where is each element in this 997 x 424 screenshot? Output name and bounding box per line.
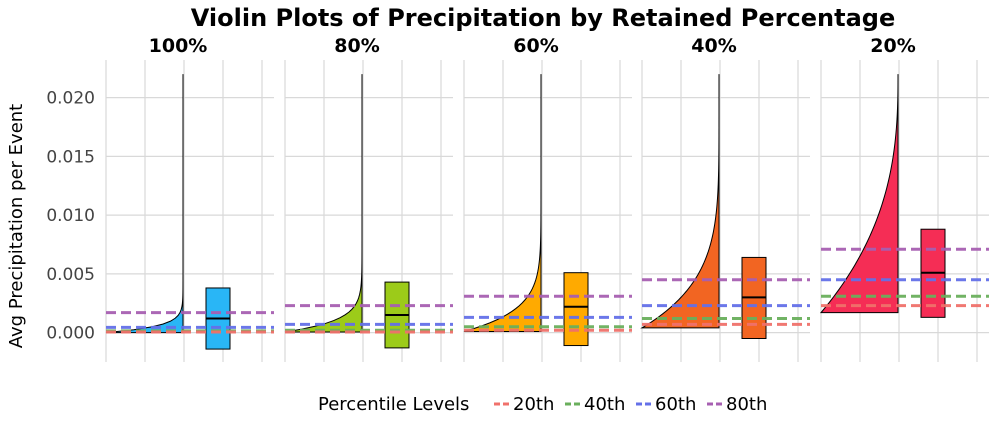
chart-title: Violin Plots of Precipitation by Retaine… [191, 4, 895, 32]
violin-shape [284, 74, 363, 333]
violin-shape [640, 74, 720, 329]
facet-panels: 100% 80% 60% 40% 20% [105, 35, 989, 362]
legend-label-60th: 60th [655, 394, 696, 415]
y-tick-label: 0.010 [46, 206, 95, 226]
y-tick-label: 0.020 [46, 89, 95, 109]
y-tick-label: 0.000 [46, 324, 95, 344]
panel-label: 60% [513, 35, 558, 57]
y-tick-label: 0.005 [46, 265, 95, 285]
legend-label-40th: 40th [584, 394, 625, 415]
y-tick-labels: 0.000 0.005 0.010 0.015 0.020 [46, 89, 95, 344]
panel-label: 100% [149, 35, 208, 57]
panel-label: 80% [334, 35, 379, 57]
legend-label-80th: 80th [726, 394, 767, 415]
legend: Percentile Levels 20th 40th 60th 80th [318, 394, 767, 415]
panel-100pct: 100% [105, 35, 274, 362]
violin-shape [819, 74, 899, 314]
legend-title: Percentile Levels [318, 394, 469, 415]
panel-label: 40% [691, 35, 736, 57]
panel-label: 20% [870, 35, 915, 57]
panel-60pct: 60% [463, 35, 632, 362]
panel-40pct: 40% [640, 35, 810, 362]
panel-20pct: 20% [819, 35, 989, 362]
legend-label-20th: 20th [513, 394, 554, 415]
violin-shape [105, 74, 184, 334]
violin-shape [463, 74, 542, 332]
panel-80pct: 80% [284, 35, 453, 362]
y-tick-label: 0.015 [46, 147, 95, 167]
box-rect [563, 272, 589, 347]
legend-entries: 20th 40th 60th 80th [494, 394, 767, 415]
y-axis-label: Avg Precipitation per Event [6, 104, 27, 348]
